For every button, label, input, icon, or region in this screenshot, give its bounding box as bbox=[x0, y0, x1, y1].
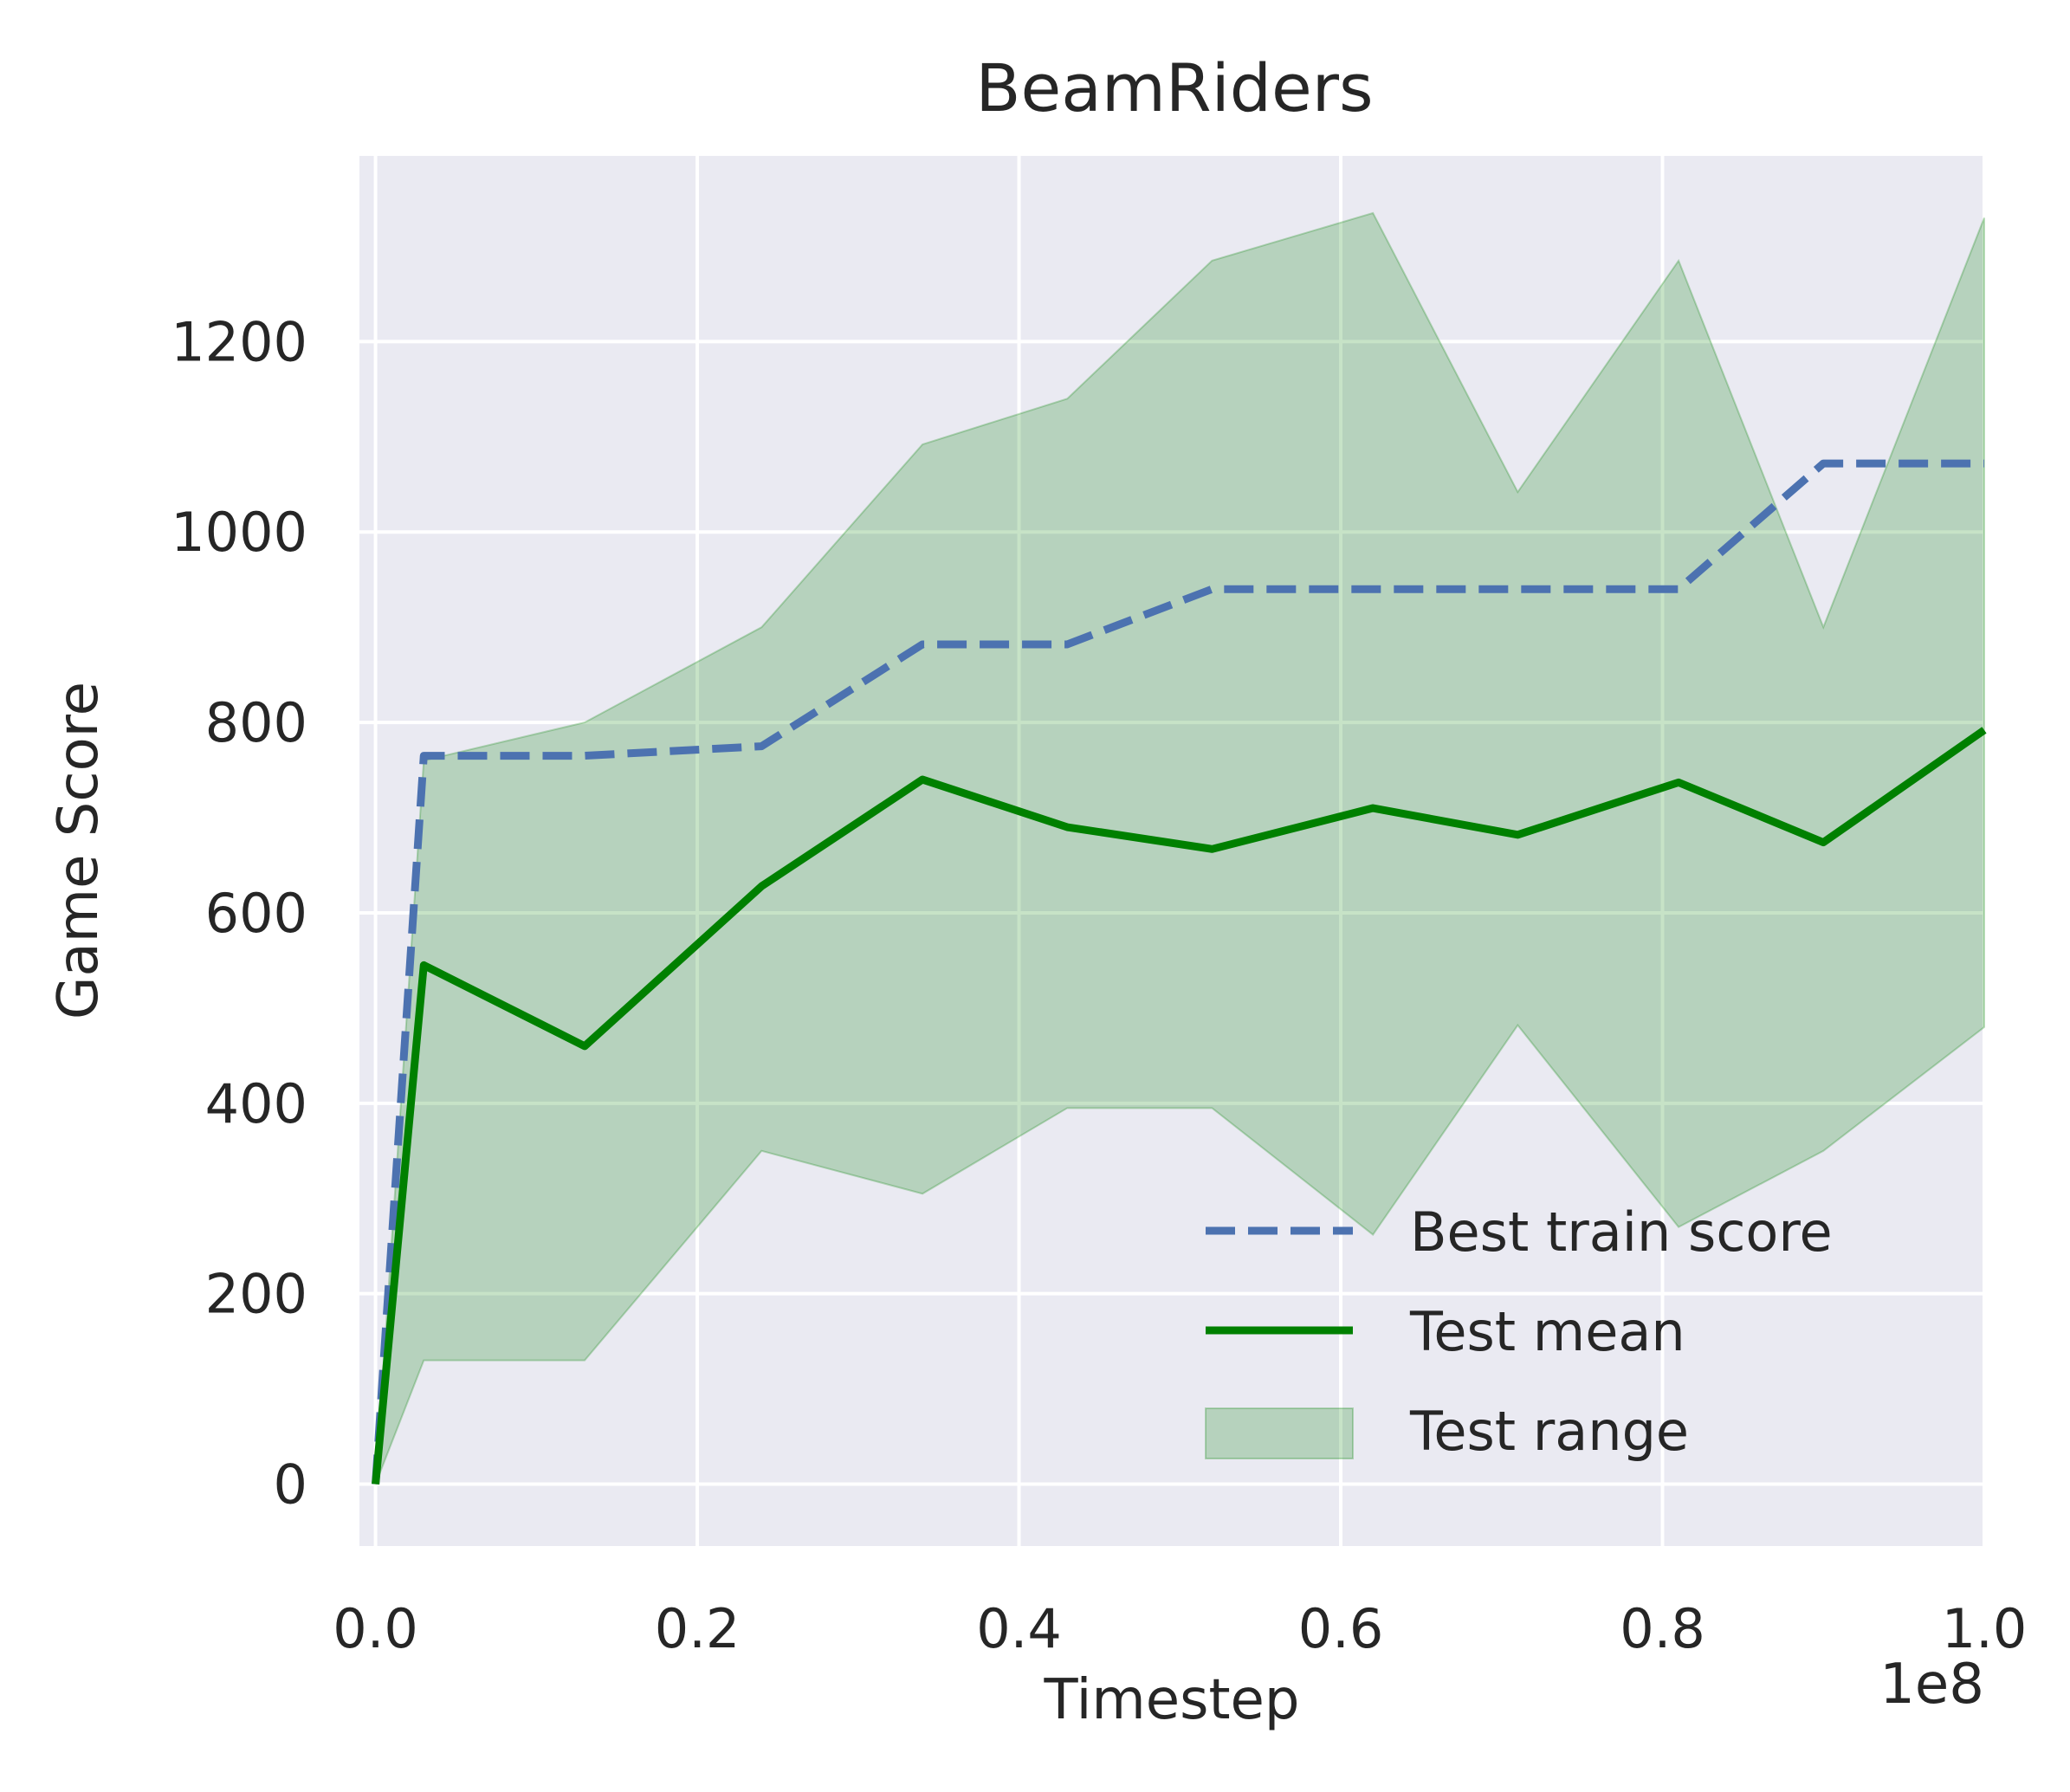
x-tick-label: 0.4 bbox=[976, 1597, 1062, 1660]
x-tick-label: 0.2 bbox=[655, 1597, 741, 1660]
y-tick-label: 600 bbox=[205, 882, 307, 945]
test-range-band bbox=[374, 211, 1985, 1485]
plot-area bbox=[359, 156, 1984, 1546]
chart-title: BeamRiders bbox=[975, 49, 1373, 126]
x-offset-label: 1e8 bbox=[1879, 1653, 1984, 1717]
y-tick-label: 200 bbox=[205, 1263, 307, 1326]
legend-test-mean-label: Test mean bbox=[1409, 1300, 1685, 1363]
series-lines bbox=[372, 459, 1987, 1485]
legend-test-range-label: Test range bbox=[1409, 1400, 1689, 1463]
test-mean-line bbox=[372, 727, 1987, 1485]
best-train-score-line bbox=[372, 459, 1984, 1485]
legend: Best train score Test mean Test range bbox=[1205, 1200, 1833, 1463]
x-tick-label: 0.0 bbox=[333, 1597, 418, 1660]
x-tick-label: 0.6 bbox=[1298, 1597, 1384, 1660]
y-tick-label: 1000 bbox=[171, 501, 307, 564]
y-axis-label: Game Score bbox=[47, 682, 111, 1019]
y-tick-label: 0 bbox=[274, 1453, 307, 1517]
y-tick-label: 400 bbox=[205, 1072, 307, 1135]
y-tick-label: 1200 bbox=[171, 310, 307, 373]
grid bbox=[359, 156, 1986, 1546]
x-tick-labels: 0.0 0.2 0.4 0.6 0.8 1.0 bbox=[333, 1597, 2027, 1660]
x-tick-label: 1.0 bbox=[1942, 1597, 2028, 1660]
x-axis-label: Timestep bbox=[1043, 1668, 1299, 1732]
y-tick-labels: 0 200 400 600 800 1000 1200 bbox=[171, 310, 307, 1516]
legend-best-train-label: Best train score bbox=[1410, 1200, 1833, 1264]
y-tick-label: 800 bbox=[205, 691, 307, 754]
legend-test-range-swatch bbox=[1205, 1407, 1354, 1459]
x-tick-label: 0.8 bbox=[1620, 1597, 1705, 1660]
